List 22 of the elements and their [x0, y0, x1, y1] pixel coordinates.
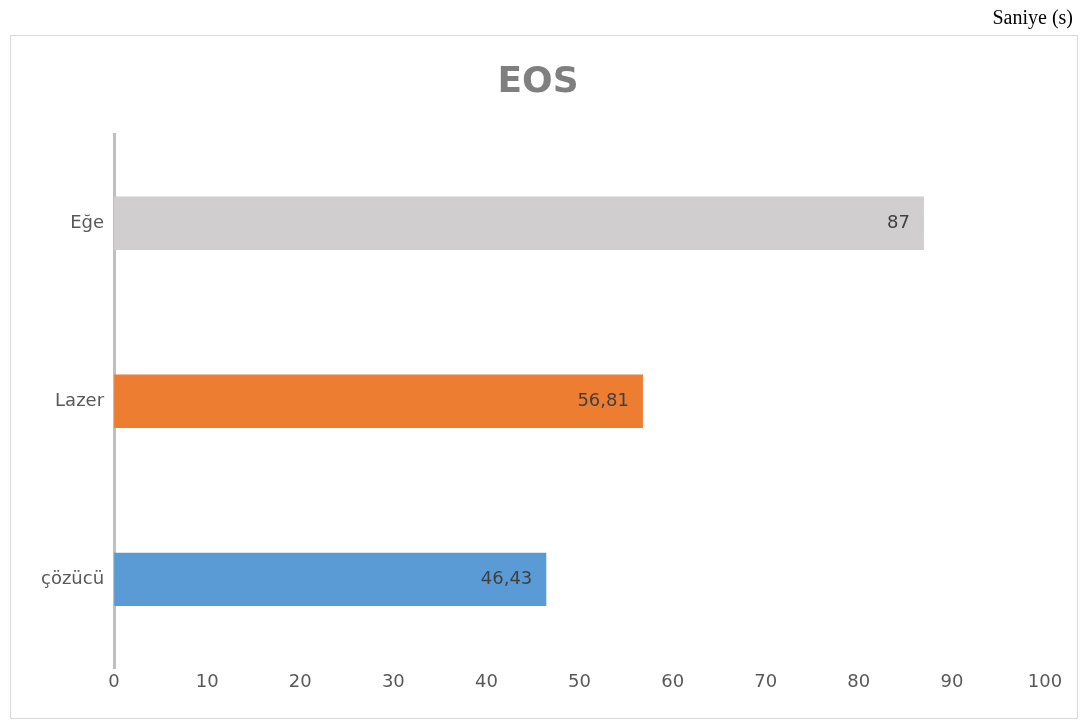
x-tick-label: 50 [568, 669, 591, 691]
x-tick-label: 40 [474, 669, 498, 691]
x-tick-label: 100 [1027, 669, 1063, 691]
bar [114, 552, 547, 607]
y-tick-label: çözücü [40, 567, 105, 589]
x-tick-label: 10 [195, 669, 219, 691]
bar [114, 374, 643, 429]
data-label: 56,81 [577, 388, 629, 410]
x-tick-label: 70 [754, 669, 778, 691]
x-tick-label: 60 [661, 669, 685, 691]
chart-title: EOS [497, 58, 579, 100]
data-label: 87 [887, 210, 910, 232]
x-tick-label: 20 [288, 669, 312, 691]
x-tick-label: 0 [108, 669, 120, 691]
data-label: 46,43 [480, 567, 533, 589]
text: Saniye (s) [992, 6, 1073, 29]
bar [114, 196, 924, 250]
x-tick-label: 90 [940, 669, 964, 691]
y-tick-label: Eğe [70, 210, 105, 232]
x-tick-label: 80 [847, 669, 871, 691]
x-tick-label: 30 [381, 669, 405, 691]
y-tick-label: Lazer [55, 388, 105, 410]
